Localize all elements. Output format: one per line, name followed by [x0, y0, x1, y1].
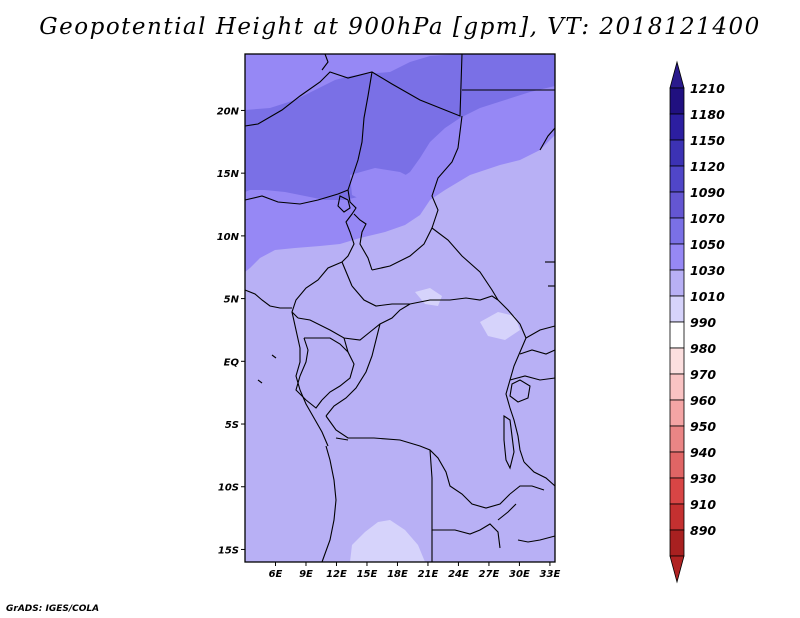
lon-tick-label: 15E	[357, 569, 378, 580]
colorbar-label: 1210	[690, 81, 725, 96]
colorbar-label: 1120	[690, 159, 725, 174]
colorbar-label: 1150	[690, 133, 725, 148]
colorbar-box	[669, 399, 685, 427]
colorbar-box	[669, 425, 685, 453]
colorbar-box	[669, 191, 685, 219]
lon-tick-label: 27E	[479, 569, 500, 580]
colorbar-label: 1030	[690, 263, 725, 278]
lat-tick-label: 5N	[224, 295, 240, 306]
colorbar-box	[669, 243, 685, 271]
lat-tick-label: 15N	[217, 169, 240, 180]
field-band-1010-central	[480, 312, 520, 340]
lon-tick-label: 24E	[448, 569, 469, 580]
colorbar-label: 1090	[690, 185, 725, 200]
colorbar-top-arrow	[669, 60, 685, 89]
colorbar-box	[669, 477, 685, 505]
chart-title: Geopotential Height at 900hPa [gpm], VT:…	[39, 14, 761, 40]
colorbar-box	[669, 529, 685, 557]
colorbar-label: 980	[690, 341, 716, 356]
colorbar-label: 990	[690, 315, 716, 330]
colorbar-label: 930	[690, 471, 716, 486]
lat-tick-label: 15S	[218, 545, 239, 556]
colorbar-bottom-arrow	[669, 555, 685, 584]
colorbar-box	[669, 347, 685, 375]
field-band-1010-north	[415, 288, 442, 306]
colorbar-box	[669, 295, 685, 323]
colorbar-box	[669, 139, 685, 167]
colorbar-label: 1010	[690, 289, 725, 304]
colorbar-label: 960	[690, 393, 716, 408]
colorbar-box	[669, 87, 685, 115]
lon-tick-label: 33E	[540, 569, 561, 580]
colorbar-label: 1070	[690, 211, 725, 226]
colorbar-label: 940	[690, 445, 716, 460]
colorbar-box	[669, 165, 685, 193]
lon-tick-label: 21E	[418, 569, 439, 580]
colorbar-label: 890	[690, 523, 716, 538]
lon-tick-label: 12E	[326, 569, 347, 580]
grads-credit: GrADS: IGES/COLA	[6, 604, 100, 614]
lon-tick-label: 18E	[387, 569, 408, 580]
lat-axis: 20N 15N 10N 5N EQ 5S 10S 15S	[217, 106, 245, 556]
colorbar-label: 950	[690, 419, 716, 434]
colorbar-label: 970	[690, 367, 716, 382]
lat-tick-label: 5S	[225, 420, 239, 431]
colorbar-label: 1050	[690, 237, 725, 252]
colorbar-label: 1180	[690, 107, 725, 122]
lon-tick-label: 30E	[509, 569, 530, 580]
field-band-1010-south	[350, 520, 425, 562]
colorbar-label: 910	[690, 497, 716, 512]
colorbar-box	[669, 503, 685, 531]
lat-tick-label: 20N	[217, 106, 240, 117]
field-band-1050-pocket	[350, 168, 420, 206]
map-plot-area	[245, 54, 555, 562]
lon-axis: 6E 9E 12E 15E 18E 21E 24E 27E 30E 33E	[269, 562, 561, 580]
colorbar-box	[669, 373, 685, 401]
map-frame	[244, 53, 556, 563]
lat-tick-label: 10S	[218, 483, 239, 494]
colorbar: 1210 1180 1150 1120 1090 1070 1050 1030 1010 990 9…	[669, 60, 725, 584]
colorbar-box	[669, 321, 685, 349]
colorbar-box	[669, 113, 685, 141]
country-borders	[244, 53, 556, 563]
lon-tick-label: 6E	[269, 569, 283, 580]
colorbar-box	[669, 451, 685, 479]
colorbar-box	[669, 217, 685, 245]
lat-tick-label: 10N	[217, 232, 240, 243]
lat-tick-label: EQ	[224, 357, 240, 368]
colorbar-box	[669, 269, 685, 297]
lon-tick-label: 9E	[299, 569, 313, 580]
